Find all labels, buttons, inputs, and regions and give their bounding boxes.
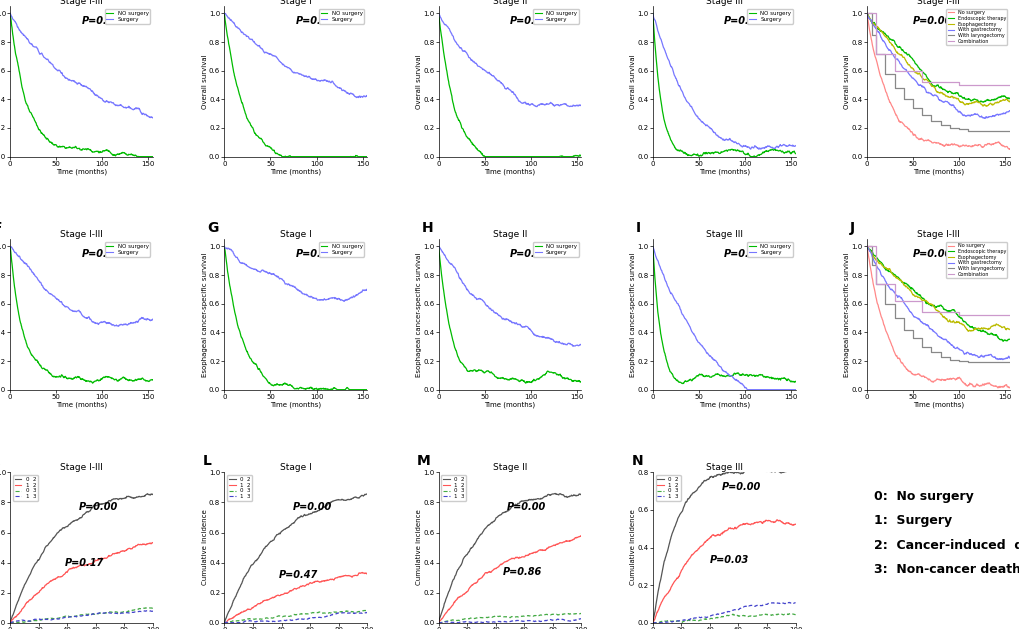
Title: Stage II: Stage II [492,462,527,472]
Title: Stage I: Stage I [279,462,312,472]
Legend: NO surgery, Surgery: NO surgery, Surgery [105,242,150,257]
Legend: 0  2, 1  2, 0  3, 1  3: 0 2, 1 2, 0 3, 1 3 [13,475,38,501]
Y-axis label: Overall survival: Overall survival [630,54,636,109]
Legend: NO surgery, Surgery: NO surgery, Surgery [319,9,364,23]
Title: Stage III: Stage III [705,0,742,6]
X-axis label: Time (months): Time (months) [270,168,321,175]
Text: L: L [203,454,212,469]
Title: Stage II: Stage II [492,230,527,238]
X-axis label: Time (months): Time (months) [484,401,535,408]
Title: Stage III: Stage III [705,462,742,472]
Title: Stage II: Stage II [492,0,527,6]
Text: P=0.00: P=0.00 [292,502,332,512]
Text: 1:  Surgery: 1: Surgery [873,515,952,528]
Text: P=0.00: P=0.00 [510,16,548,26]
X-axis label: Time (months): Time (months) [698,168,749,175]
Legend: No surgery, Endoscopic therapy, Esophagectomy, With gastrectomy, With laryngecto: No surgery, Endoscopic therapy, Esophage… [946,242,1007,278]
X-axis label: Time (months): Time (months) [912,168,963,175]
Y-axis label: Esophageal cancer-specific survival: Esophageal cancer-specific survival [844,252,850,377]
Title: Stage I: Stage I [279,230,312,238]
Y-axis label: Cumulative incidence: Cumulative incidence [416,509,422,586]
Text: 3:  Non-cancer death: 3: Non-cancer death [873,562,1019,576]
Text: P=0.03: P=0.03 [709,555,748,565]
Text: H: H [421,221,433,235]
Text: G: G [207,221,218,235]
Y-axis label: Esophageal cancer-specific survival: Esophageal cancer-specific survival [202,252,208,377]
X-axis label: Time (months): Time (months) [698,401,749,408]
Legend: 0  2, 1  2, 0  3, 1  3: 0 2, 1 2, 0 3, 1 3 [655,475,680,501]
Title: Stage I-III: Stage I-III [916,0,959,6]
Title: Stage I-III: Stage I-III [916,230,959,238]
Text: D: D [635,0,646,3]
Text: C: C [421,0,431,3]
Y-axis label: Esophageal cancer-specific survival: Esophageal cancer-specific survival [416,252,422,377]
Legend: No surgery, Endoscopic therapy, Esophagectomy, With gastrectomy, With laryngecto: No surgery, Endoscopic therapy, Esophage… [946,9,1007,45]
Legend: NO surgery, Surgery: NO surgery, Surgery [319,242,364,257]
Text: P=0.00: P=0.00 [296,249,334,259]
Text: F: F [0,221,3,235]
Y-axis label: Overall survival: Overall survival [844,54,850,109]
Text: P=0.00: P=0.00 [912,249,951,259]
Text: P=0.00: P=0.00 [82,249,120,259]
Text: N: N [631,454,642,469]
Text: 2:  Cancer-induced  death: 2: Cancer-induced death [873,538,1019,552]
Legend: 0  2, 1  2, 0  3, 1  3: 0 2, 1 2, 0 3, 1 3 [441,475,466,501]
Text: A: A [0,0,4,3]
Text: J: J [849,221,854,235]
Text: P=0.00: P=0.00 [723,249,762,259]
Title: Stage I-III: Stage I-III [60,230,103,238]
X-axis label: Time (months): Time (months) [56,401,107,408]
Text: P=0.00: P=0.00 [723,16,762,26]
Text: P=0.00: P=0.00 [78,502,118,512]
Y-axis label: Cumulative incidence: Cumulative incidence [630,509,636,586]
Text: P=0.00: P=0.00 [912,16,951,26]
Legend: NO surgery, Surgery: NO surgery, Surgery [747,9,792,23]
Y-axis label: Overall survival: Overall survival [202,54,208,109]
Text: P=0.00: P=0.00 [510,249,548,259]
Text: P=0.00: P=0.00 [720,482,760,493]
Text: I: I [635,221,640,235]
Text: P=0.00: P=0.00 [82,16,120,26]
Text: E: E [849,0,859,3]
X-axis label: Time (months): Time (months) [270,401,321,408]
X-axis label: Time (months): Time (months) [912,401,963,408]
Text: P=0.00: P=0.00 [506,502,546,512]
Legend: 0  2, 1  2, 0  3, 1  3: 0 2, 1 2, 0 3, 1 3 [227,475,252,501]
Text: P=0.00: P=0.00 [296,16,334,26]
Title: Stage III: Stage III [705,230,742,238]
X-axis label: Time (months): Time (months) [56,168,107,175]
Title: Stage I: Stage I [279,0,312,6]
Title: Stage I-III: Stage I-III [60,462,103,472]
Text: P=0.17: P=0.17 [64,557,104,567]
Y-axis label: Cumulative incidence: Cumulative incidence [202,509,208,586]
Text: 0:  No surgery: 0: No surgery [873,491,973,503]
Y-axis label: Overall survival: Overall survival [416,54,422,109]
Text: B: B [207,0,218,3]
Title: Stage I-III: Stage I-III [60,0,103,6]
Legend: NO surgery, Surgery: NO surgery, Surgery [533,242,578,257]
Text: P=0.86: P=0.86 [502,567,541,577]
Legend: NO surgery, Surgery: NO surgery, Surgery [105,9,150,23]
Y-axis label: Esophageal cancer-specific survival: Esophageal cancer-specific survival [630,252,636,377]
Legend: NO surgery, Surgery: NO surgery, Surgery [533,9,578,23]
Text: M: M [417,454,430,469]
X-axis label: Time (months): Time (months) [484,168,535,175]
Text: P=0.47: P=0.47 [278,570,318,579]
Legend: NO surgery, Surgery: NO surgery, Surgery [747,242,792,257]
